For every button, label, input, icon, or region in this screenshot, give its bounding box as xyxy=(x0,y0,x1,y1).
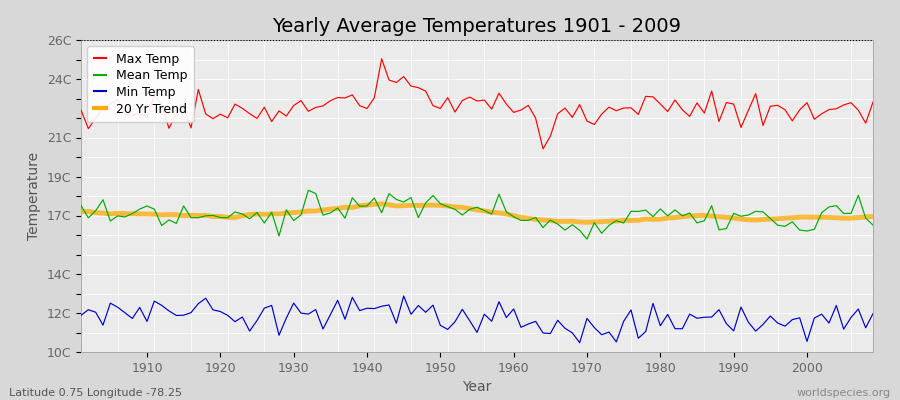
Text: Latitude 0.75 Longitude -78.25: Latitude 0.75 Longitude -78.25 xyxy=(9,388,182,398)
Text: worldspecies.org: worldspecies.org xyxy=(796,388,891,398)
Title: Yearly Average Temperatures 1901 - 2009: Yearly Average Temperatures 1901 - 2009 xyxy=(273,17,681,36)
Legend: Max Temp, Mean Temp, Min Temp, 20 Yr Trend: Max Temp, Mean Temp, Min Temp, 20 Yr Tre… xyxy=(87,46,194,122)
Y-axis label: Temperature: Temperature xyxy=(27,152,41,240)
X-axis label: Year: Year xyxy=(463,380,491,394)
